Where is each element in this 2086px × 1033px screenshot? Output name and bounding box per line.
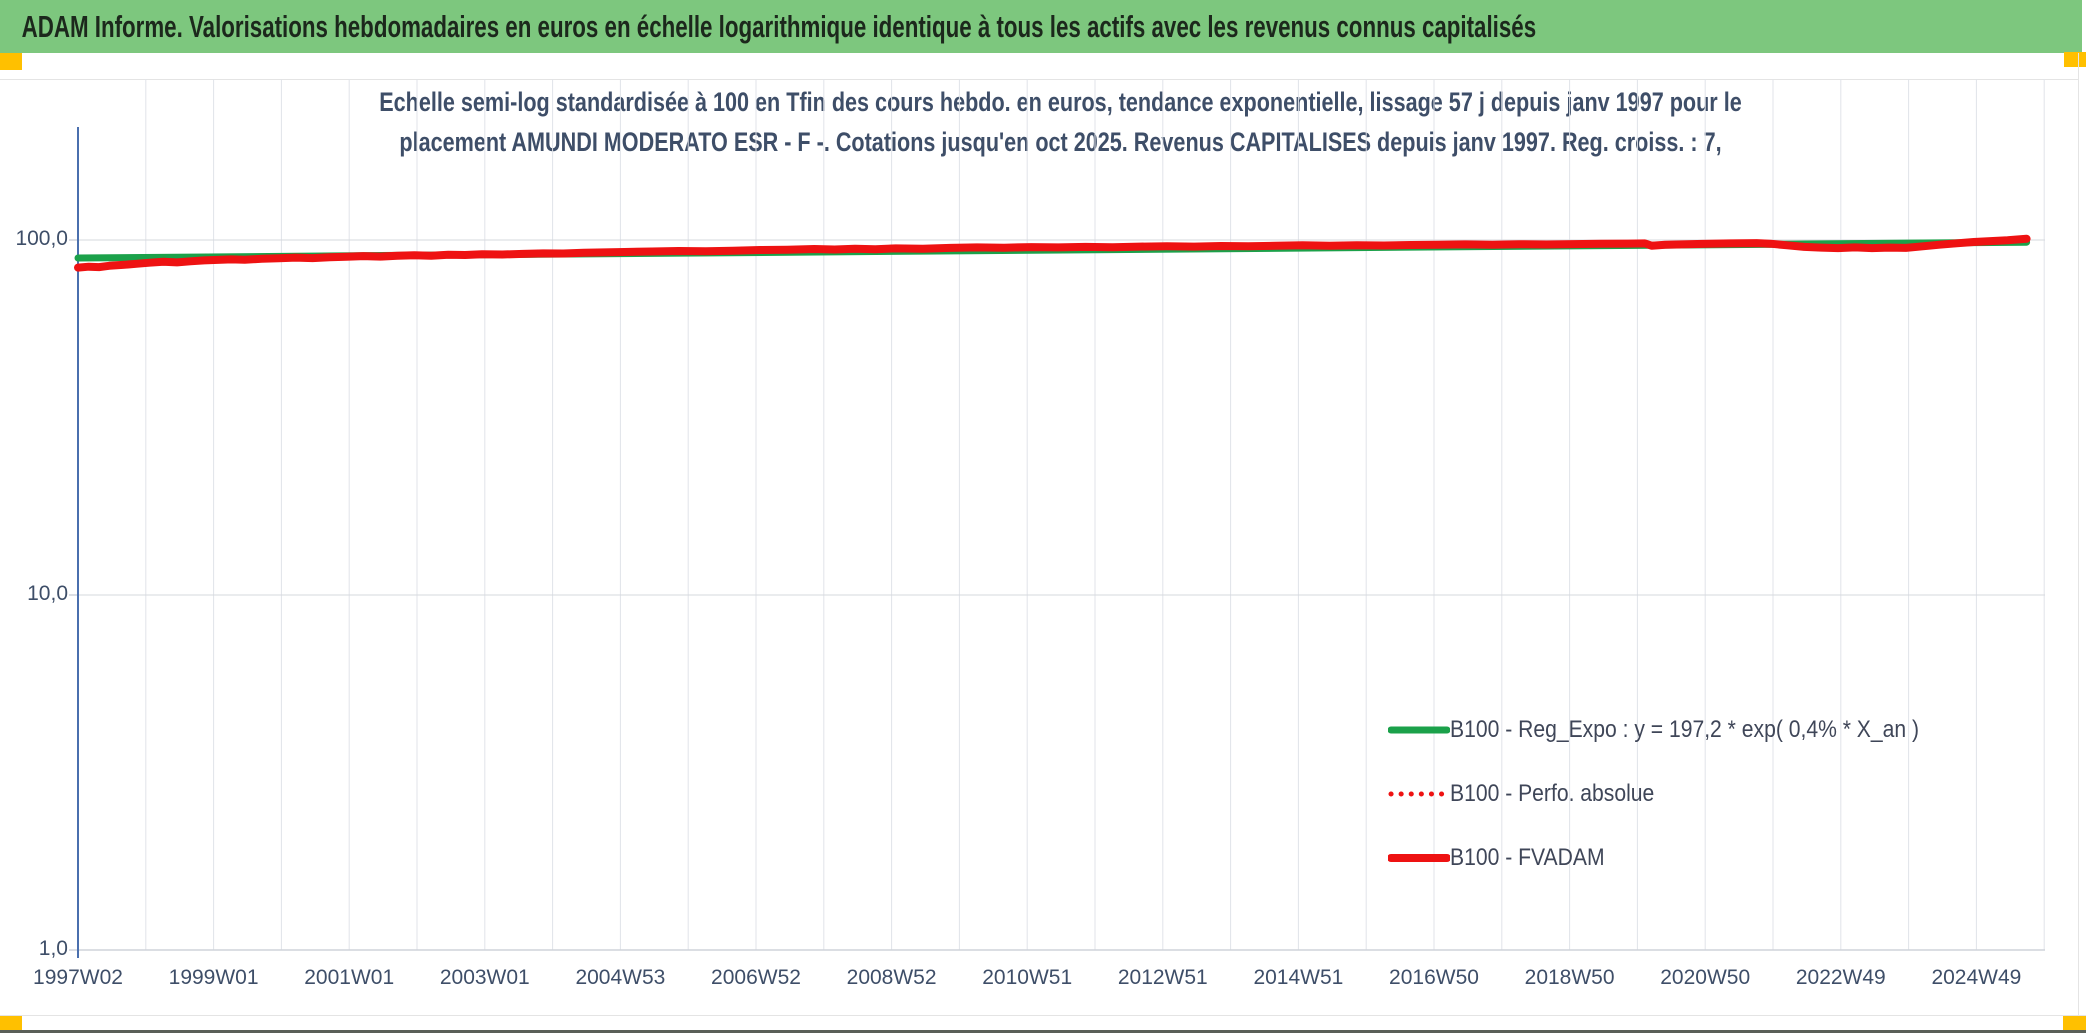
frame-line-right [2078,53,2079,1015]
page-bottom-edge [0,1030,2086,1033]
x-axis-label: 2010W51 [982,966,1073,989]
legend-item: B100 - Reg_Expo : y = 197,2 * exp( 0,4% … [1388,698,1983,762]
legend-label: B100 - FVADAM [1450,844,1605,871]
x-axis-label: 2014W51 [1253,966,1344,989]
x-axis-label: 2012W51 [1117,966,1208,989]
legend-line-icon [1388,854,1450,862]
y-axis-label: 10,0 [27,582,68,605]
x-axis-label: 2024W49 [1931,966,2022,989]
corner-accent-top-left [0,53,22,70]
x-axis-label: 1999W01 [168,966,259,989]
chart-legend: B100 - Reg_Expo : y = 197,2 * exp( 0,4% … [1388,698,1983,890]
y-axis-label: 100,0 [15,227,68,250]
corner-accent-top-right [2064,52,2086,67]
corner-accent-bottom-left [0,1016,22,1033]
x-axis-label: 2016W50 [1389,966,1479,989]
legend-item: B100 - FVADAM [1388,826,1983,890]
frame-line-bottom [0,1015,2086,1016]
report-header-banner: ADAM Informe. Valorisations hebdomadaire… [0,0,2082,53]
y-axis-label: 1,0 [38,937,68,960]
chart-title-line1: Echelle semi-log standardisée à 100 en T… [379,87,1742,117]
legend-label: B100 - Reg_Expo : y = 197,2 * exp( 0,4% … [1450,716,1920,743]
legend-label: B100 - Perfo. absolue [1450,780,1655,807]
x-axis-label: 2022W49 [1795,966,1886,989]
legend-dotted-line-icon [1388,791,1450,797]
chart-title: Echelle semi-log standardisée à 100 en T… [276,82,1845,162]
x-axis-label: 2004W53 [575,966,666,989]
series-line-b100-fvadam [74,234,2031,272]
legend-line-icon [1388,726,1450,734]
x-axis-label: 2006W52 [711,966,801,989]
x-axis-label: 2003W01 [439,966,530,989]
legend-item: B100 - Perfo. absolue [1388,762,1983,826]
corner-accent-bottom-right [2063,1016,2086,1033]
x-axis-label: 2018W50 [1524,966,1615,989]
chart-title-line2: placement AMUNDI MODERATO ESR - F -. Cot… [399,127,1722,157]
frame-line-top [0,79,2078,80]
x-axis-label: 2001W01 [304,966,395,989]
x-axis-label: 1997W02 [33,966,123,989]
x-axis-label: 2008W52 [846,966,937,989]
x-axis-label: 2020W50 [1660,966,1751,989]
report-title: ADAM Informe. Valorisations hebdomadaire… [21,8,1537,44]
